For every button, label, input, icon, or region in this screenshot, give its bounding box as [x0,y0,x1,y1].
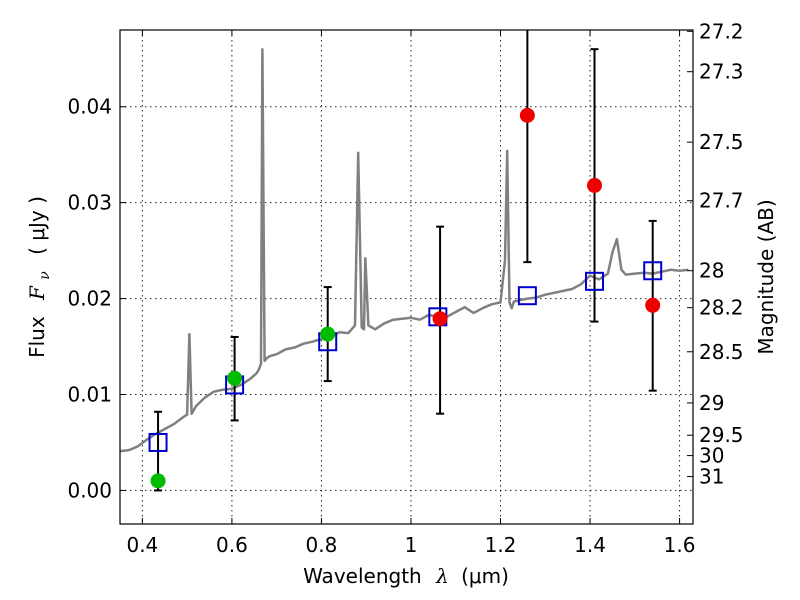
data-point [227,370,243,386]
y-axis-label-unit: ( μJy ) [25,196,49,255]
plot-frame [119,29,694,525]
data-point [587,177,603,193]
errorbar-layer [154,30,657,492]
data-point [150,473,166,489]
data-point [519,107,535,123]
x-tick-label: 1.4 [574,533,606,557]
magnitude-tick-label: 28.5 [699,340,744,364]
y-tick-label: 0.03 [67,191,112,215]
magnitude-tick-label: 27.7 [699,189,744,213]
magnitude-tick-label: 27.3 [699,60,744,84]
magnitude-tick-label: 27.2 [699,19,744,43]
x-tick-label: 0.4 [126,533,158,557]
x-axis-ticks: 0.4 0.6 0.8 1 1.2 1.4 1.6 [126,30,695,557]
x-axis-label-text: Wavelength [303,564,422,588]
magnitude-tick-label: 28.2 [699,296,744,320]
x-axis-label-unit: (μm) [461,564,509,588]
model-square [585,271,605,291]
magnitude-tick-label: 28 [699,259,724,283]
model-square [148,432,168,452]
x-tick-label: 1 [405,533,418,557]
x-tick-label: 0.6 [216,533,248,557]
data-point [432,311,448,327]
magnitude-tick-label: 29.5 [699,423,744,447]
y-axis-label: Flux F ν ( μJy ) [25,196,54,358]
y-tick-label: 0.02 [67,287,112,311]
y-tick-label: 0.04 [67,95,112,119]
y-axis-ticks: 0.00 0.01 0.02 0.03 0.04 [67,95,126,502]
magnitude-tick-label: 30 [699,444,724,468]
magnitude-tick-label: 31 [699,465,724,489]
x-axis-label-symbol: λ [435,564,449,588]
x-axis-label: Wavelength λ (μm) [303,564,509,588]
x-tick-label: 1.6 [664,533,696,557]
y-axis-label-text: Flux [25,316,49,358]
spectrum-line [119,47,689,453]
magnitude-axis-label: Magnitude (AB) [754,199,778,354]
grid-lines [120,30,693,524]
magnitude-tick-label: 27.5 [699,130,744,154]
magnitude-tick-label: 29 [699,391,724,415]
model-square [643,261,663,281]
x-tick-label: 0.8 [306,533,338,557]
y-tick-label: 0.00 [67,478,112,502]
marker-layer [148,107,663,489]
data-point [645,297,661,313]
y-axis-label-subscript: ν [37,271,53,280]
x-tick-label: 1.2 [485,533,517,557]
model-square [517,286,537,306]
y-axis-label-symbol: F [25,285,49,301]
y-tick-label: 0.01 [67,383,112,407]
data-point [320,326,336,342]
spectrum-layer [119,47,689,453]
